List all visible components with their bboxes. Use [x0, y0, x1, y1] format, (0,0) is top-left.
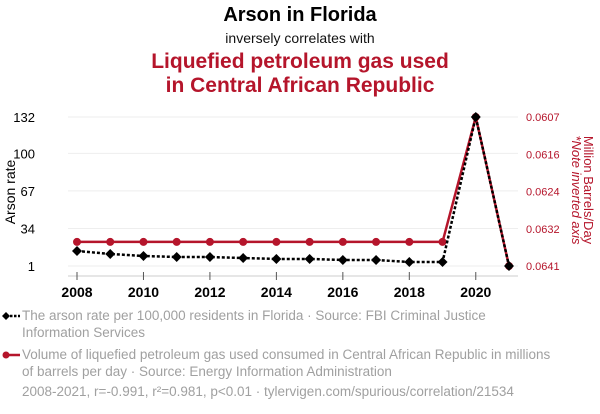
- title2-line2: in Central African Republic: [165, 74, 435, 97]
- data-point-lpg: [272, 237, 281, 246]
- data-point-arson: [238, 253, 249, 264]
- data-point-arson: [171, 252, 182, 263]
- data-point-arson: [337, 254, 348, 265]
- axes: 132 100 67 34 1 0.0607 0.0616 0.0624 0.0632 0.064…: [2, 110, 596, 300]
- data-point-arson: [72, 245, 82, 256]
- title2-line1: Liquefied petroleum gas used: [151, 50, 449, 73]
- y-right-tick-label: 0.0641: [526, 261, 560, 273]
- data-point-lpg: [205, 237, 214, 246]
- x-tick-label: 2020: [460, 284, 491, 300]
- legend-text-lpg: Volume of liquefied petroleum gas used c…: [22, 347, 551, 379]
- x-tick-label: 2014: [261, 284, 292, 300]
- data-point-arson: [470, 112, 481, 122]
- data-point-lpg: [239, 237, 248, 246]
- chart-title: Arson in Florida: [223, 4, 377, 26]
- y-right-axis-label: Million Barrels/Day: [581, 136, 596, 245]
- data-point-arson: [138, 250, 149, 261]
- y-right-tick-label: 0.0632: [526, 224, 560, 236]
- chart-title-secondary: Liquefied petroleum gas used in Central …: [0, 50, 600, 98]
- y-right-tick-label: 0.0624: [526, 187, 560, 199]
- chart-svg: 132 100 67 34 1 0.0607 0.0616 0.0624 0.0632 0.064…: [2, 110, 596, 300]
- data-point-arson: [304, 253, 315, 264]
- data-point-lpg: [438, 237, 447, 246]
- series-line-arson: [76, 116, 511, 267]
- legend-item-lpg: Volume of liquefied petroleum gas used c…: [2, 346, 562, 380]
- x-tick-label: 2018: [394, 284, 425, 300]
- data-point-lpg: [405, 237, 414, 246]
- y-right-axis-note: *Note inverted axis: [569, 135, 584, 245]
- x-tick-label: 2016: [327, 284, 358, 300]
- legend-circle-icon: [2, 351, 20, 359]
- data-point-arson: [504, 261, 514, 271]
- gridlines: [68, 116, 518, 267]
- series-line-lpg: [77, 116, 511, 267]
- series-arson: [72, 112, 514, 271]
- data-point-lpg: [172, 237, 181, 246]
- legend-diamond-icon: [2, 312, 20, 320]
- data-point-lpg: [338, 237, 347, 246]
- data-point-arson: [204, 252, 215, 263]
- chart-subtitle: inversely correlates with: [225, 30, 375, 46]
- x-tick-label: 2008: [61, 284, 92, 300]
- data-point-lpg: [305, 237, 314, 246]
- y-tick-label: 100: [13, 146, 35, 161]
- data-point-lpg: [372, 237, 381, 246]
- data-point-lpg: [139, 237, 148, 246]
- y-tick-label: 1: [28, 259, 35, 274]
- y-tick-label: 67: [21, 184, 35, 199]
- data-point-arson: [271, 253, 282, 264]
- x-tick-label: 2010: [128, 284, 159, 300]
- y-right-tick-label: 0.0607: [526, 112, 560, 124]
- legend-text-arson: The arson rate per 100,000 residents in …: [22, 308, 486, 340]
- data-point-lpg: [106, 237, 115, 246]
- data-point-arson: [371, 254, 382, 265]
- y-axis-label: Arson rate: [2, 159, 18, 224]
- footer-stats: 2008-2021, r=-0.991, r²=0.981, p<0.01 · …: [22, 384, 514, 399]
- data-point-arson: [105, 248, 116, 259]
- y-right-tick-label: 0.0616: [526, 149, 560, 161]
- y-tick-label: 132: [13, 110, 35, 125]
- x-tick-label: 2012: [194, 284, 225, 300]
- data-point-lpg: [73, 237, 81, 246]
- y-tick-label: 34: [21, 221, 35, 236]
- data-point-arson: [404, 257, 415, 268]
- legend-item-arson: The arson rate per 100,000 residents in …: [2, 307, 542, 341]
- data-point-arson: [437, 257, 448, 268]
